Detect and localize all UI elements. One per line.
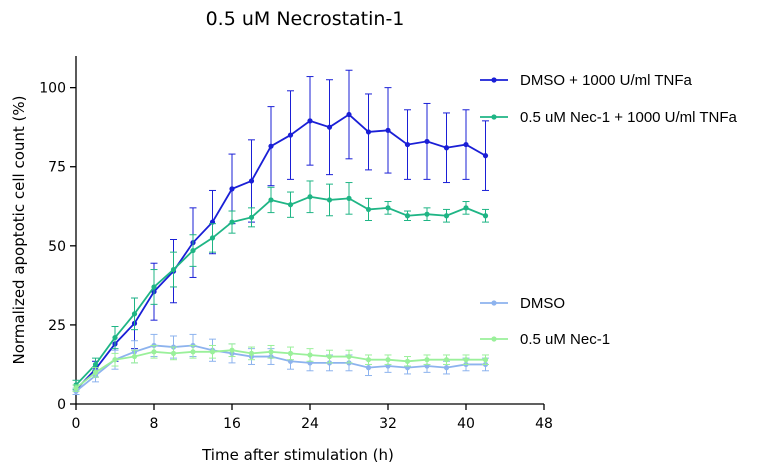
data-point [365, 357, 372, 363]
legend-label: DMSO [520, 295, 565, 312]
data-point [404, 358, 411, 364]
data-point [346, 195, 352, 201]
series-line [75, 195, 486, 386]
plot-area [72, 69, 489, 396]
y-tick-label: 50 [48, 239, 66, 255]
data-point [268, 197, 274, 203]
data-point [385, 205, 391, 211]
data-point [131, 311, 138, 317]
legend-label: DMSO + 1000 U/ml TNFa [520, 72, 693, 89]
legend-item-2: DMSO [480, 295, 565, 312]
legend-marker [491, 77, 497, 83]
data-point [209, 349, 216, 355]
data-point [287, 350, 294, 356]
data-point [482, 357, 489, 363]
data-point [463, 141, 469, 148]
legend-item-1: 0.5 uM Nec-1 + 1000 U/ml TNFa [480, 109, 738, 126]
data-point [248, 178, 255, 184]
data-point [248, 214, 255, 220]
y-tick-label: 100 [39, 81, 66, 97]
data-point [92, 369, 99, 375]
series-line [75, 113, 486, 391]
data-point [443, 365, 450, 371]
data-point [346, 111, 352, 118]
chart-title: 0.5 uM Necrostatin-1 [206, 8, 405, 30]
data-point [365, 365, 372, 371]
data-point [443, 357, 450, 363]
x-tick-label: 48 [535, 416, 553, 432]
data-point [443, 145, 450, 151]
legend-label: 0.5 uM Nec-1 [520, 331, 610, 348]
data-point [346, 353, 352, 360]
x-tick-label: 8 [150, 416, 159, 432]
data-point [463, 205, 469, 211]
data-point [443, 213, 450, 219]
data-point [424, 138, 430, 145]
data-point [482, 153, 489, 159]
axes: 0 8 16 24 32 40 48 0 25 50 75 100 [39, 56, 553, 432]
series-3 [72, 343, 489, 392]
legend-marker [491, 336, 497, 342]
data-point [307, 118, 313, 124]
legend-item-3: 0.5 uM Nec-1 [480, 331, 610, 348]
data-point [229, 186, 235, 192]
data-point [248, 350, 255, 356]
legend-marker [491, 300, 497, 306]
data-point [268, 349, 274, 355]
data-point [209, 235, 216, 241]
x-tick-label: 24 [301, 416, 319, 432]
data-point [190, 247, 196, 254]
data-point [151, 284, 157, 290]
legend-marker [491, 114, 497, 120]
y-tick-label: 0 [57, 397, 66, 413]
series-line [75, 349, 486, 389]
data-point [229, 219, 235, 225]
data-point [112, 334, 118, 341]
data-point [463, 357, 469, 363]
data-point [326, 197, 333, 203]
data-point [268, 143, 274, 149]
x-axis-label: Time after stimulation (h) [201, 446, 394, 464]
data-point [92, 361, 99, 368]
data-point [229, 347, 235, 353]
data-point [385, 127, 391, 133]
x-tick-label: 16 [223, 416, 241, 432]
data-point [424, 211, 430, 217]
data-point [326, 353, 333, 360]
y-tick-label: 75 [48, 160, 66, 176]
series-line [75, 344, 486, 393]
data-point [151, 349, 157, 355]
data-point [307, 352, 313, 358]
data-point [365, 129, 372, 135]
data-point [424, 357, 430, 363]
data-point [287, 202, 294, 208]
data-point [385, 357, 391, 363]
y-axis-label: Normalized apoptotic cell count (%) [10, 96, 28, 365]
x-tick-label: 40 [457, 416, 475, 432]
data-point [131, 353, 138, 360]
data-point [190, 349, 196, 355]
legend-label: 0.5 uM Nec-1 + 1000 U/ml TNFa [520, 109, 738, 126]
data-point [287, 132, 294, 138]
data-point [170, 350, 177, 356]
data-point [307, 194, 313, 200]
y-tick-label: 25 [48, 318, 66, 334]
data-point [112, 357, 118, 363]
data-point [326, 124, 333, 130]
data-point [73, 385, 79, 391]
legend-item-0: DMSO + 1000 U/ml TNFa [480, 72, 693, 89]
data-point [404, 213, 411, 219]
x-tick-label: 32 [379, 416, 397, 432]
legend: DMSO + 1000 U/ml TNFa 0.5 uM Nec-1 + 1000… [480, 72, 738, 348]
data-point [365, 206, 372, 213]
data-point [170, 266, 177, 273]
data-point [482, 213, 489, 219]
data-point [404, 141, 411, 148]
x-tick-label: 0 [72, 416, 81, 432]
